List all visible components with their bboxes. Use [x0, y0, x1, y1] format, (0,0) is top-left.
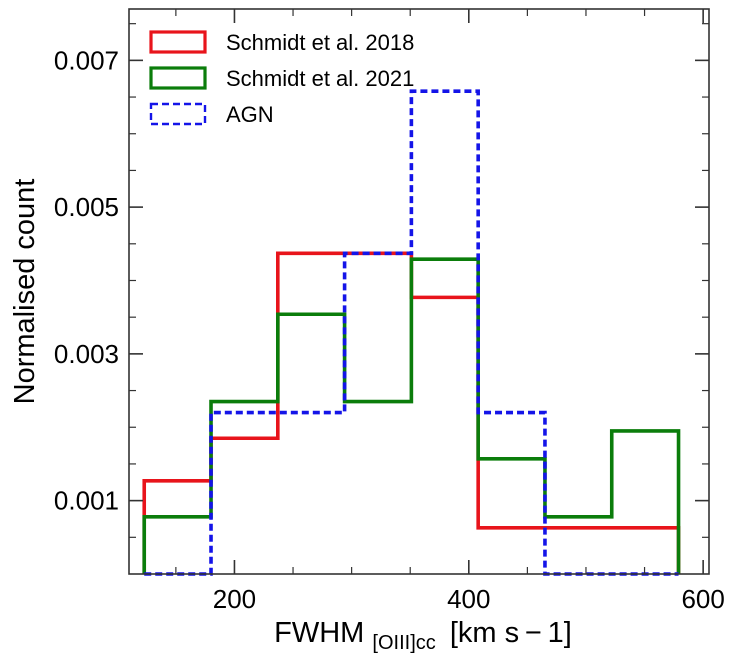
x-axis-label-subscript: [OIII]cc — [372, 632, 435, 654]
legend-swatch — [149, 66, 207, 90]
y-tick-label: 0.005 — [54, 192, 119, 222]
x-tick-label: 400 — [447, 584, 490, 614]
legend-swatch — [149, 102, 207, 126]
x-tick-label: 600 — [681, 584, 724, 614]
y-axis-label: Normalised count — [9, 179, 41, 405]
y-tick-label: 0.003 — [54, 339, 119, 369]
x-tick-label: 200 — [213, 584, 256, 614]
plot-frame — [128, 8, 710, 575]
y-tick-label: 0.007 — [54, 45, 119, 75]
legend-label: Schmidt et al. 2021 — [226, 66, 414, 91]
x-axis-label-main: FWHM — [274, 617, 364, 649]
y-tick-label: 0.001 — [54, 486, 119, 516]
legend-label: Schmidt et al. 2018 — [226, 30, 414, 55]
x-axis-label: FWHM [OIII]cc [km s − 1] — [274, 617, 572, 656]
legend-swatch — [149, 30, 207, 54]
legend-label: AGN — [226, 102, 274, 127]
x-axis-label-units: [km s − 1] — [450, 617, 572, 649]
